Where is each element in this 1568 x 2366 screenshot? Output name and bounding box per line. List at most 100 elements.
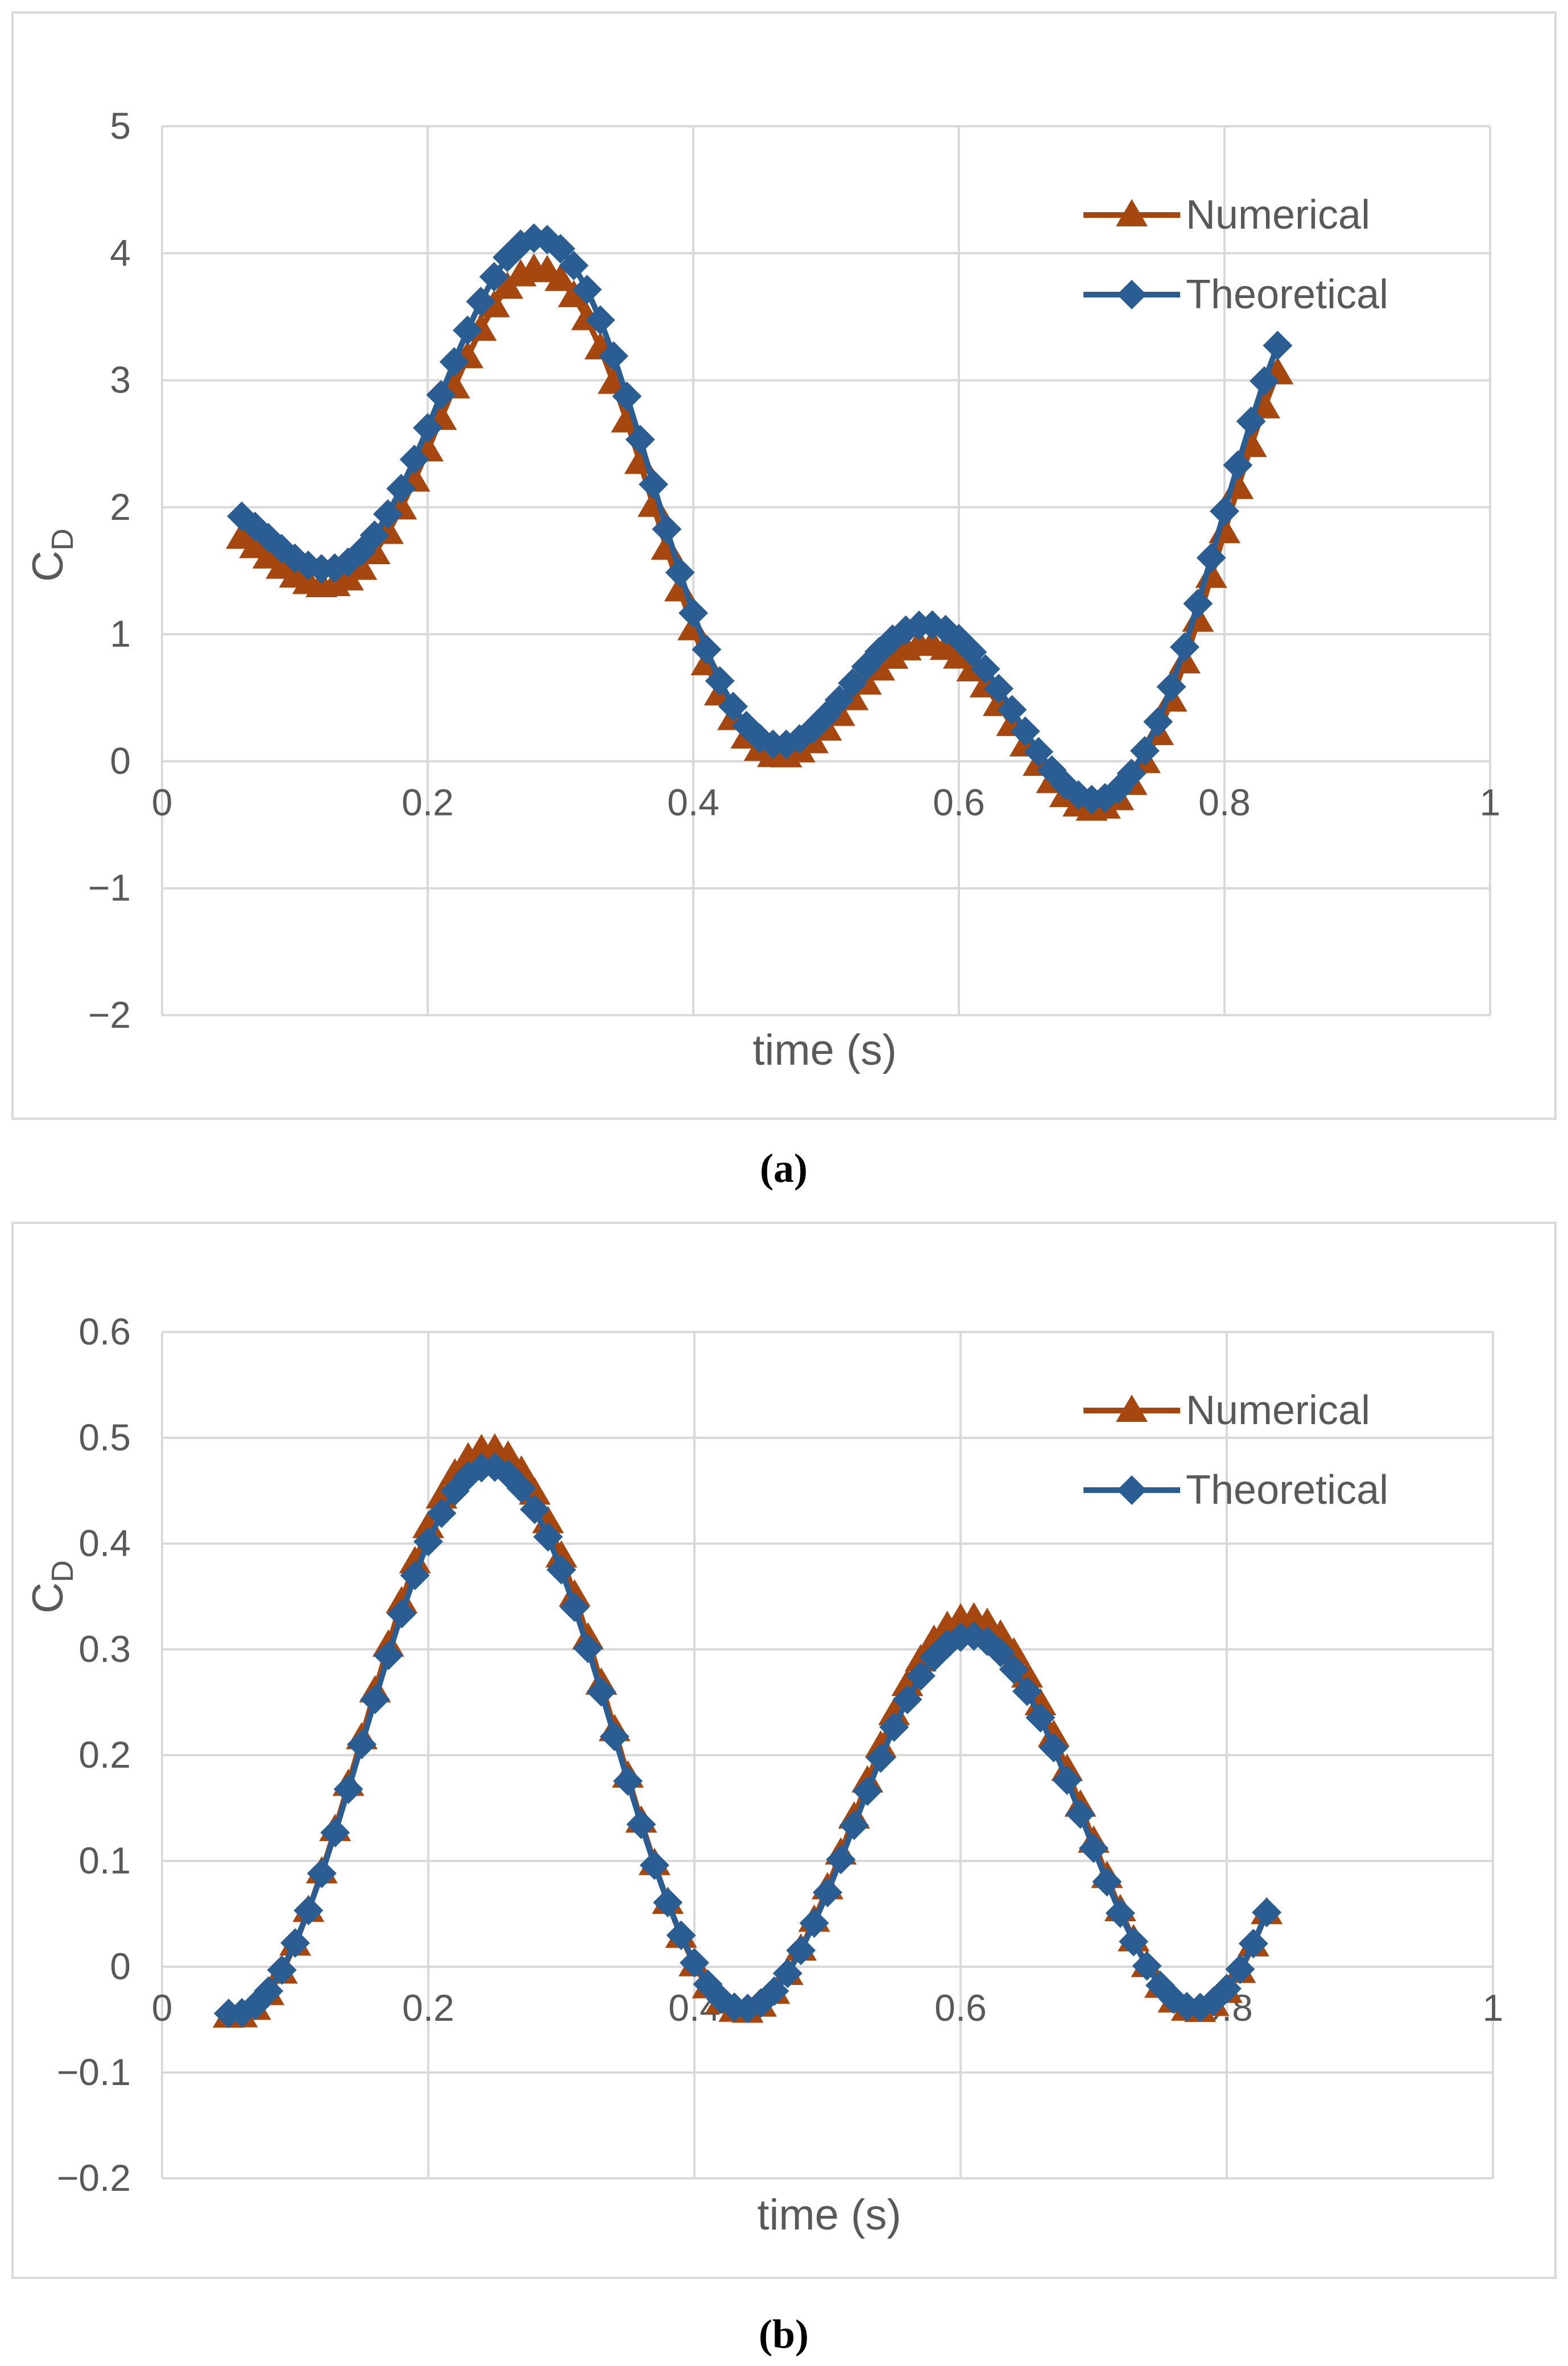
data-point-numerical-b: [545, 1540, 577, 1568]
y-tick-label-a: −1: [88, 867, 131, 909]
data-point-numerical-b: [1024, 1687, 1057, 1715]
data-point-theoretical-a: [612, 381, 642, 411]
y-tick-label-a: 1: [110, 613, 131, 655]
data-point-numerical-a: [345, 552, 378, 580]
data-point-theoretical-b: [427, 1498, 457, 1528]
data-point-theoretical-a: [1263, 330, 1293, 361]
y-axis-label-main-a: C: [24, 551, 72, 582]
caption-b: (b): [759, 2311, 809, 2357]
data-point-theoretical-b: [293, 1896, 324, 1926]
data-point-theoretical-b: [254, 1976, 284, 2006]
x-tick-label-b: 0.2: [402, 1987, 454, 2029]
data-point-theoretical-b: [1092, 1867, 1122, 1897]
data-point-theoretical-b: [1052, 1765, 1082, 1795]
data-point-theoretical-b: [520, 1494, 550, 1524]
data-point-theoretical-a: [1210, 496, 1239, 526]
data-point-theoretical-a: [267, 533, 297, 564]
y-tick-label-a: −2: [88, 994, 131, 1036]
x-tick-label-a: 0.4: [667, 781, 719, 823]
data-point-theoretical-a: [479, 262, 509, 292]
data-point-theoretical-b: [759, 1976, 789, 2006]
data-point-theoretical-b: [373, 1640, 403, 1670]
data-point-theoretical-a: [652, 514, 682, 544]
y-tick-label-b: 0.4: [78, 1522, 131, 1564]
data-point-theoretical-a: [970, 654, 1000, 684]
data-point-theoretical-b: [853, 1776, 883, 1806]
data-point-theoretical-b: [680, 1947, 709, 1978]
x-tick-label-a: 0: [152, 781, 173, 823]
legend-b: Numerical Theoretical: [1083, 1388, 1388, 1513]
data-point-theoretical-b: [772, 1958, 802, 1988]
chart-frame-a: [11, 11, 1557, 1120]
data-point-theoretical-a: [413, 413, 442, 443]
data-point-theoretical-b: [1079, 1833, 1108, 1863]
data-point-theoretical-b: [347, 1730, 377, 1760]
chart-panel-a: −2 −1 0 1 2 3 4 5 0 0.2 0.4 0.6 0.8 1 time (s) CD Num…: [11, 11, 1557, 1120]
data-point-theoretical-b: [626, 1809, 656, 1839]
data-point-theoretical-a: [984, 673, 1014, 704]
data-point-theoretical-a: [1143, 706, 1173, 737]
data-point-theoretical-a: [824, 685, 854, 715]
data-point-theoretical-a: [572, 275, 602, 305]
y-tick-label-b: 0.2: [78, 1734, 131, 1776]
data-point-numerical-a: [943, 641, 975, 669]
data-point-theoretical-b: [653, 1888, 683, 1918]
data-point-theoretical-a: [1130, 736, 1160, 766]
y-tick-label-b: 0.5: [78, 1416, 131, 1458]
data-point-theoretical-b: [387, 1599, 417, 1629]
svg-text:CD: CD: [24, 528, 80, 582]
y-tick-label-b: 0.1: [78, 1839, 131, 1881]
x-tick-label-a: 0.6: [933, 781, 985, 823]
x-tick-label-a: 0.8: [1198, 781, 1251, 823]
data-point-theoretical-b: [1238, 1929, 1268, 1959]
data-point-theoretical-a: [1183, 589, 1213, 619]
y-tick-label-b: −0.2: [57, 2157, 131, 2199]
data-point-theoretical-b: [786, 1935, 816, 1966]
legend-marker-theoretical-b: [1117, 1475, 1147, 1505]
data-point-theoretical-a: [1024, 737, 1054, 767]
chart-panel-b: −0.2−0.100.10.20.30.40.50.60 0.2 0.4 0.6 0.8…: [11, 1222, 1557, 2279]
data-point-theoretical-b: [905, 1661, 936, 1691]
data-point-theoretical-b: [666, 1920, 696, 1950]
data-point-numerical-b: [399, 1546, 431, 1574]
y-axis-label-sub-b: D: [45, 1560, 80, 1582]
series-a: [226, 223, 1294, 821]
chart-frame-b: [11, 1222, 1557, 2279]
data-point-theoretical-a: [1169, 632, 1199, 662]
y-tick-label-a: 0: [110, 739, 131, 781]
data-point-theoretical-b: [986, 1637, 1016, 1668]
x-tick-label-b: 0: [152, 1987, 173, 2029]
y-tick-label-a: 5: [110, 105, 131, 147]
data-point-theoretical-b: [799, 1908, 829, 1938]
svg-text:CD: CD: [24, 1560, 80, 1614]
data-point-theoretical-b: [280, 1928, 310, 1958]
data-point-theoretical-b: [639, 1850, 669, 1880]
data-point-theoretical-b: [307, 1858, 337, 1888]
data-point-theoretical-b: [1132, 1951, 1162, 1981]
y-tick-label-b: 0.6: [78, 1310, 131, 1352]
x-tick-label-a: 1: [1480, 781, 1501, 823]
data-point-theoretical-a: [558, 250, 589, 280]
data-point-theoretical-a: [453, 315, 483, 345]
data-point-theoretical-b: [892, 1684, 922, 1714]
data-point-theoretical-a: [718, 692, 748, 722]
legend-marker-numerical-b: [1116, 1395, 1148, 1422]
data-point-theoretical-b: [320, 1818, 350, 1848]
data-point-theoretical-a: [678, 598, 708, 628]
data-point-theoretical-b: [267, 1955, 297, 1985]
x-axis-label-b: time (s): [757, 2191, 901, 2239]
data-point-theoretical-b: [1105, 1898, 1135, 1928]
data-point-theoretical-a: [545, 234, 576, 264]
data-point-theoretical-a: [1156, 672, 1186, 702]
x-tick-label-b: 1: [1483, 1987, 1504, 2029]
data-point-theoretical-b: [879, 1712, 909, 1742]
data-point-theoretical-a: [386, 474, 416, 504]
data-point-theoretical-a: [439, 347, 469, 377]
data-point-theoretical-a: [598, 341, 628, 371]
y-tick-label-a: 4: [110, 231, 131, 274]
data-point-numerical-b: [878, 1698, 910, 1726]
y-tick-label-a: 2: [110, 486, 131, 528]
data-point-theoretical-a: [1010, 716, 1040, 746]
series-b: [213, 1433, 1283, 2029]
